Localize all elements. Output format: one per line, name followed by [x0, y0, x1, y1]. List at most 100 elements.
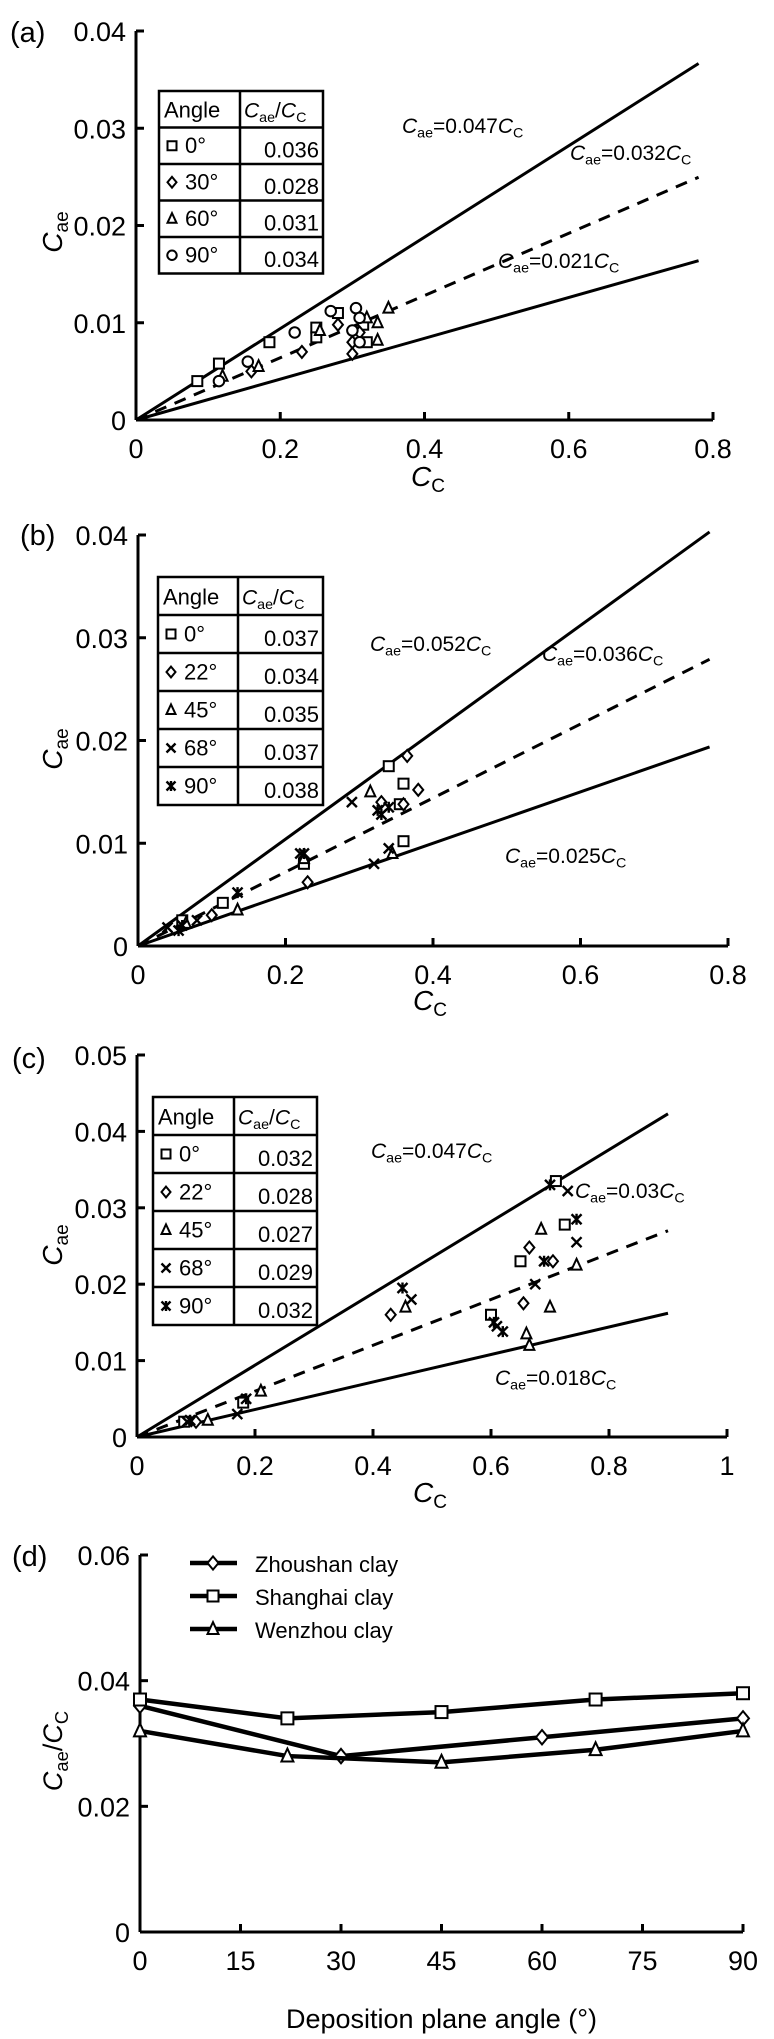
legend-marker-square — [165, 628, 177, 640]
table-header-angle: Angle — [158, 1104, 214, 1129]
data-point-triangle — [381, 299, 396, 314]
data-point-circle — [241, 355, 255, 368]
y-tick-label: 0.02 — [77, 1792, 130, 1822]
x-tick-label: 0 — [130, 960, 145, 990]
data-point-triangle — [534, 1220, 548, 1235]
data-point-triangle — [735, 1721, 751, 1738]
data-point-triangle — [433, 1752, 450, 1769]
y-tick-label: 0 — [112, 1423, 127, 1453]
data-point-triangle — [588, 1739, 604, 1757]
legend-marker-x — [165, 742, 177, 754]
x-tick-label: 0.6 — [550, 434, 588, 464]
legend-marker-triangle — [205, 1619, 221, 1635]
data-point-asterisk — [231, 886, 244, 899]
fit-line-solid — [136, 1112, 669, 1439]
table-angle: 45° — [179, 1218, 212, 1243]
legend-marker-circle — [166, 249, 178, 261]
fit-line-dashed — [135, 175, 700, 422]
fit-equation-label: Cae=0.021CC — [498, 250, 619, 277]
table-header-angle: Angle — [164, 97, 220, 122]
table-angle: 60° — [185, 206, 218, 231]
data-point-diamond — [397, 796, 410, 812]
legend-marker-square — [166, 140, 178, 152]
y-tick-label: 0.01 — [73, 309, 126, 339]
data-point-diamond — [301, 874, 314, 890]
table-angle: 22° — [184, 660, 217, 685]
fit-equation-label: Cae=0.047CC — [371, 1140, 492, 1167]
data-point-square — [514, 1255, 527, 1268]
table-angle: 90° — [184, 774, 217, 799]
fit-line-dashed — [136, 1229, 669, 1439]
y-tick-label: 0.04 — [75, 521, 128, 551]
x-tick-label: 0.2 — [267, 960, 305, 990]
x-axis-title: CC — [413, 985, 447, 1021]
y-tick-label: 0.01 — [75, 829, 128, 859]
y-tick-label: 0 — [113, 932, 128, 962]
data-point-square — [397, 777, 410, 790]
legend-marker-diamond — [160, 1185, 172, 1199]
x-tick-label: 1 — [719, 1451, 734, 1481]
table-angle: 45° — [184, 698, 217, 723]
y-tick-label: 0 — [111, 406, 126, 436]
data-point-x — [191, 914, 203, 927]
panel-c: (c) 0 0.01 0.02 0.03 0.04 0.05 0 0.2 0.4 0.6 0.8 1 Ca… — [12, 1041, 735, 1513]
data-point-asterisk — [375, 808, 388, 821]
y-tick-label: 0 — [115, 1918, 130, 1948]
x-axis-title: CC — [411, 461, 445, 497]
legend-marker-diamond — [206, 1554, 220, 1572]
table-angle: 0° — [185, 133, 206, 158]
legend-label: Zhoushan clay — [255, 1552, 398, 1577]
table-ratio: 0.032 — [258, 1298, 313, 1323]
data-point-circle — [346, 324, 359, 337]
legend-marker-asterisk — [160, 1300, 172, 1312]
y-axis-title: Cae/CC — [38, 1711, 72, 1791]
data-point-diamond — [295, 344, 309, 360]
fit-line-solid — [135, 259, 699, 422]
data-point-asterisk — [176, 919, 189, 932]
legend-marker-diamond — [166, 175, 178, 190]
data-point-x — [231, 1408, 244, 1420]
fit-line-solid — [136, 1311, 669, 1439]
data-point-triangle — [252, 357, 266, 373]
data-point-triangle — [522, 1336, 536, 1351]
table-ratio: 0.036 — [264, 137, 319, 162]
x-tick-label: 30 — [326, 1946, 356, 1976]
legend-marker-square — [206, 1589, 220, 1603]
data-point-square — [736, 1686, 750, 1701]
fit-line-solid — [137, 745, 711, 948]
data-point-asterisk — [488, 1316, 500, 1329]
table-header-ratio: Cae/CC — [238, 1106, 300, 1133]
data-point-square — [382, 760, 395, 773]
x-tick-label: 0.4 — [354, 1451, 392, 1481]
table-angle: 90° — [185, 243, 218, 268]
legend-marker-triangle — [159, 1222, 173, 1236]
x-tick-label: 0.6 — [472, 1451, 510, 1481]
y-tick-label: 0.04 — [73, 17, 126, 47]
x-tick-label: 0.2 — [261, 434, 299, 464]
legend-label: Shanghai clay — [255, 1585, 393, 1610]
x-axis-title: Deposition plane angle (°) — [286, 2004, 597, 2034]
x-tick-label: 0.8 — [694, 434, 732, 464]
table-ratio: 0.028 — [258, 1184, 313, 1209]
table-ratio: 0.037 — [264, 626, 319, 651]
legend-marker-triangle — [164, 702, 178, 716]
data-point-circle — [288, 326, 301, 339]
data-point-asterisk — [184, 1414, 196, 1427]
data-point-x — [346, 796, 358, 808]
y-tick-label: 0.04 — [77, 1667, 130, 1697]
data-point-triangle — [569, 1256, 584, 1271]
legend-marker-square — [160, 1148, 172, 1160]
data-point-triangle — [371, 331, 385, 346]
table-ratio: 0.038 — [264, 778, 319, 803]
x-tick-label: 75 — [627, 1946, 657, 1976]
panel-a: (a) 0 0.01 0.02 0.03 0.04 0 0.2 0.4 0.6 0.8 Cae CC Ca… — [10, 17, 732, 497]
table-header-ratio: Cae/CC — [244, 99, 306, 126]
table-ratio: 0.032 — [258, 1146, 313, 1171]
table-angle: 68° — [184, 736, 217, 761]
x-tick-label: 0 — [132, 1946, 147, 1976]
data-point-triangle — [313, 321, 327, 337]
data-point-diamond — [331, 317, 345, 333]
table-ratio: 0.037 — [264, 740, 319, 765]
panel-label: (d) — [12, 1541, 47, 1573]
